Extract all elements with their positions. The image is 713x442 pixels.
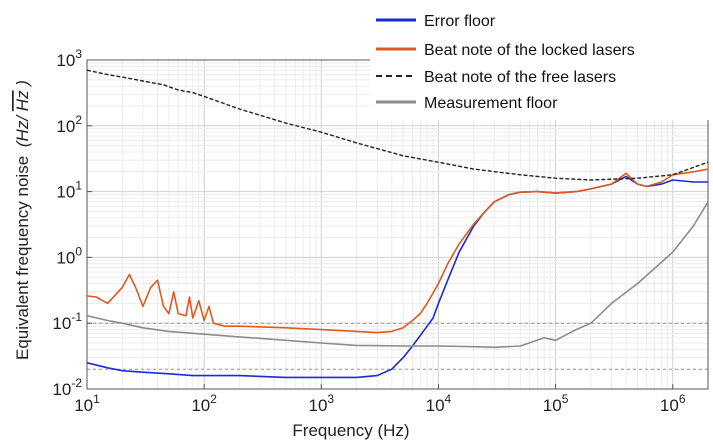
y-tick-label: 10-2 [52, 376, 82, 399]
legend-label-1: Error floor [424, 13, 496, 30]
x-tick-label: 104 [426, 392, 452, 415]
y-tick-label: 102 [56, 113, 82, 136]
x-axis: 101 102 103 104 105 106 [74, 384, 686, 415]
y-axis-label-units-post: ) [13, 80, 32, 88]
series-line-1 [86, 175, 708, 379]
x-tick-label: 105 [543, 392, 569, 415]
legend-label-2: Beat note of the locked lasers [424, 42, 635, 59]
legend-label-3: Beat note of the free lasers [424, 69, 616, 86]
x-tick-label: 102 [191, 392, 217, 415]
y-tick-label: 101 [56, 179, 82, 202]
y-tick-label: 10-1 [52, 310, 82, 333]
series-line-3 [86, 69, 709, 181]
x-axis-label: Frequency (Hz) [292, 421, 409, 440]
x-tick-label: 101 [74, 392, 100, 415]
series-line-2 [86, 168, 709, 334]
y-axis-label-prefix: Equivalent frequency noise [13, 156, 32, 360]
y-tick-label: 100 [56, 244, 82, 267]
y-axis-label: Equivalent frequency noise (Hz/ Hz ) [13, 80, 32, 360]
legend-background [370, 0, 713, 120]
y-axis-label-units-rad: Hz [13, 90, 32, 111]
reference-lines [87, 322, 708, 370]
y-axis-label-units-pre: (Hz/ [13, 114, 32, 147]
series-line-4 [86, 201, 709, 349]
y-axis: 10-2 10-1 100 101 102 103 [52, 47, 92, 399]
grid [86, 59, 709, 390]
legend-label-4: Measurement floor [424, 95, 558, 112]
legend: Error floor Beat note of the locked laser… [370, 0, 713, 120]
x-tick-label: 106 [660, 392, 686, 415]
series-layer [86, 69, 709, 379]
y-tick-label: 103 [56, 47, 82, 70]
x-tick-label: 103 [308, 392, 334, 415]
